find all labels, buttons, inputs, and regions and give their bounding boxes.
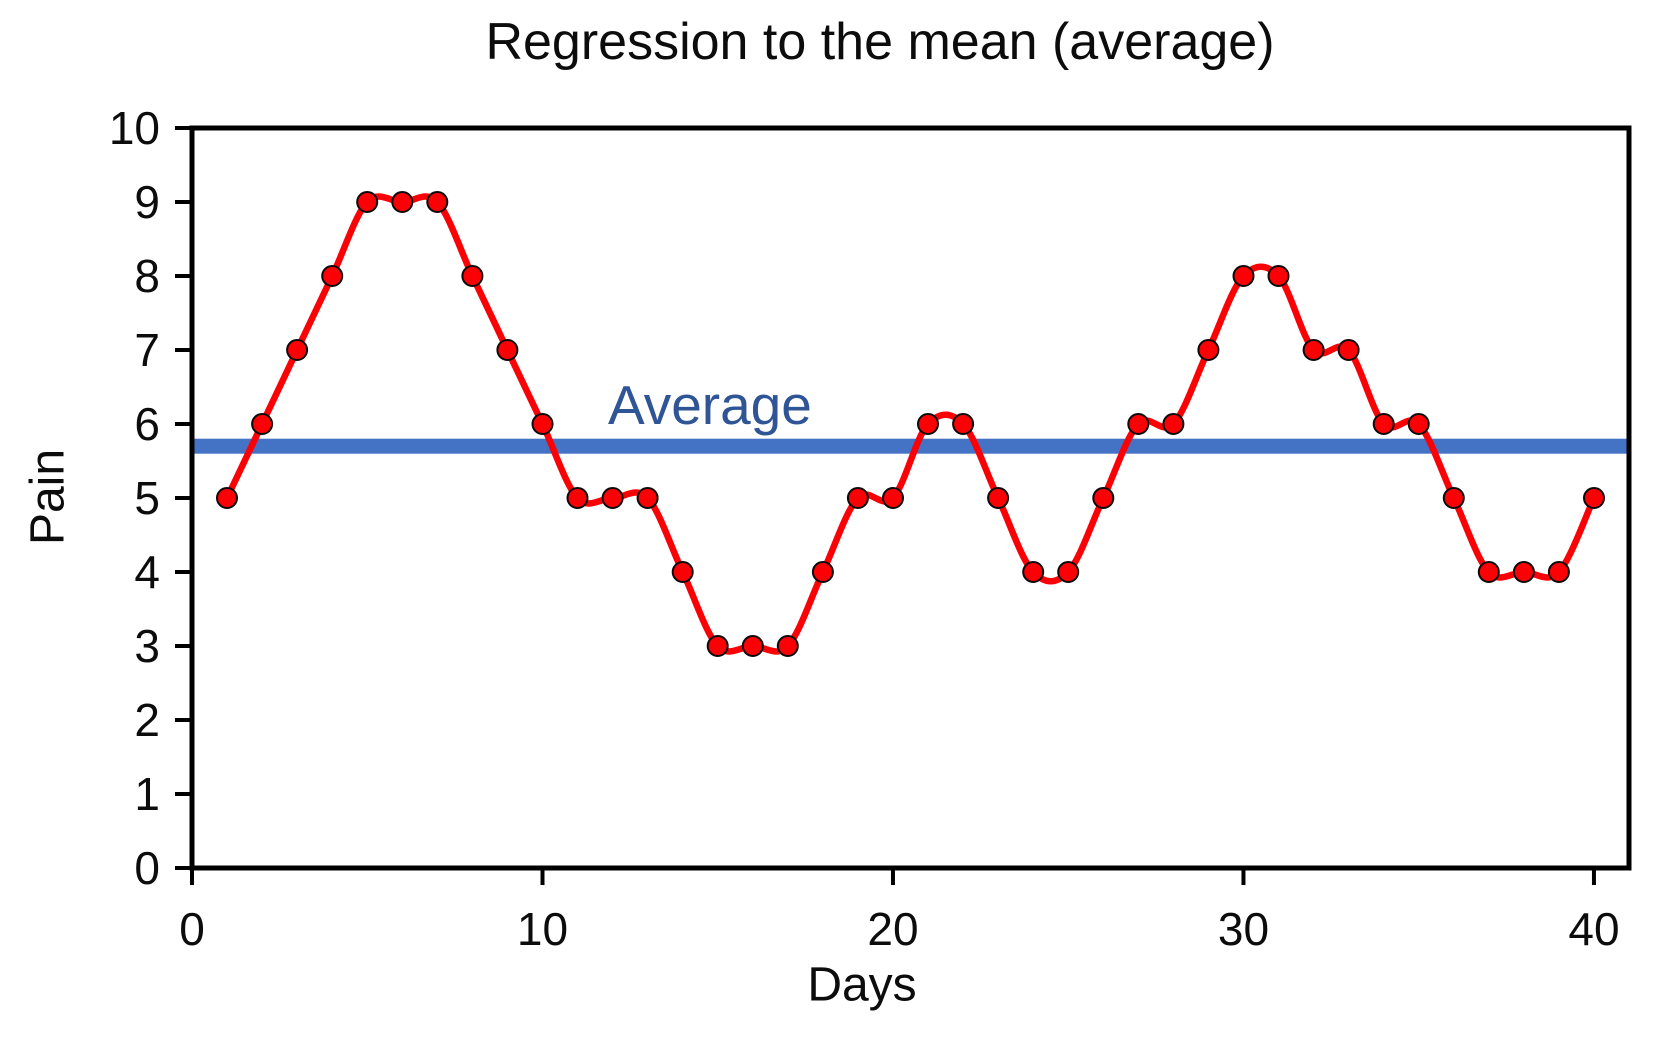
y-tick-label: 7	[134, 324, 160, 376]
data-point-day-37	[1477, 561, 1500, 583]
data-point-day-38	[1512, 561, 1535, 583]
data-point-day-16	[741, 635, 764, 657]
data-point-day-18	[811, 561, 834, 583]
y-tick-label: 2	[134, 694, 160, 746]
data-point-day-6	[391, 191, 414, 213]
data-point-day-26	[1092, 487, 1115, 509]
y-tick-label: 1	[134, 768, 160, 820]
data-point-day-30	[1232, 265, 1255, 287]
data-point-day-39	[1547, 561, 1570, 583]
data-point-day-22	[952, 413, 975, 435]
x-tick-label: 30	[1218, 903, 1269, 955]
series-markers	[216, 191, 1605, 657]
average-line	[192, 438, 1629, 454]
y-tick-label: 9	[134, 176, 160, 228]
y-tick-label: 8	[134, 250, 160, 302]
y-axis: 0 1 2 3 4 5 6 7 8 9 10	[109, 102, 192, 894]
data-point-day-24	[1022, 561, 1045, 583]
data-point-day-8	[461, 265, 484, 287]
data-point-day-23	[987, 487, 1010, 509]
y-tick-label: 0	[134, 842, 160, 894]
data-point-day-40	[1583, 487, 1605, 509]
data-point-day-17	[776, 635, 799, 657]
data-point-day-25	[1057, 561, 1080, 583]
data-point-day-10	[531, 413, 554, 435]
data-point-day-4	[321, 265, 344, 287]
x-tick-label: 20	[867, 903, 918, 955]
data-point-day-13	[636, 487, 659, 509]
data-point-day-9	[496, 339, 519, 361]
data-point-day-21	[917, 413, 939, 435]
data-point-day-33	[1337, 339, 1360, 361]
data-point-day-3	[286, 339, 309, 361]
data-point-day-2	[251, 413, 274, 435]
y-tick-label: 10	[109, 102, 160, 154]
y-tick-label: 3	[134, 620, 160, 672]
data-point-day-31	[1267, 265, 1290, 287]
plot-frame	[189, 125, 1632, 871]
data-point-day-15	[706, 635, 729, 657]
average-line-label: Average	[608, 374, 812, 436]
data-point-day-34	[1372, 413, 1395, 435]
data-point-day-5	[356, 191, 379, 213]
y-tick-label: 4	[134, 546, 160, 598]
data-point-day-7	[426, 191, 449, 213]
x-tick-label: 10	[517, 903, 568, 955]
data-point-day-32	[1302, 339, 1325, 361]
y-tick-label: 5	[134, 472, 160, 524]
y-tick-label: 6	[134, 398, 160, 450]
x-tick-label: 0	[179, 903, 205, 955]
x-axis-title: Days	[807, 958, 917, 1012]
data-point-day-36	[1442, 487, 1465, 509]
series-line-pain	[223, 193, 1598, 655]
data-point-day-12	[601, 487, 624, 509]
data-point-day-14	[671, 561, 694, 583]
data-point-day-35	[1407, 413, 1430, 435]
x-axis: 0 10 20 30 40	[179, 868, 1620, 955]
data-point-day-27	[1127, 413, 1150, 435]
data-point-day-11	[566, 487, 589, 509]
data-point-day-28	[1162, 413, 1185, 435]
data-point-day-19	[846, 487, 869, 509]
chart-title: Regression to the mean (average)	[485, 13, 1275, 71]
x-tick-label: 40	[1568, 903, 1619, 955]
data-point-day-20	[882, 487, 904, 509]
data-point-day-29	[1197, 339, 1220, 361]
data-point-day-1	[216, 487, 238, 509]
